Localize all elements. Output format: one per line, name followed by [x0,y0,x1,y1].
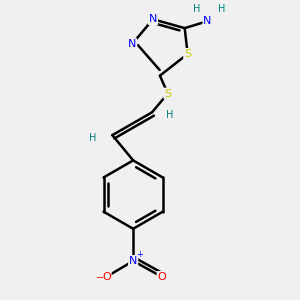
Text: +: + [136,250,143,259]
Text: N: N [203,16,212,26]
Text: H: H [193,4,200,14]
Text: O: O [102,272,111,282]
Text: S: S [164,88,171,98]
Text: N: N [129,256,137,266]
Text: O: O [158,272,166,282]
Text: N: N [149,14,157,24]
Text: H: H [166,110,173,120]
Text: H: H [89,133,96,143]
Text: S: S [184,49,191,59]
Text: N: N [128,39,136,49]
Text: −: − [96,273,104,283]
Text: H: H [218,4,225,14]
